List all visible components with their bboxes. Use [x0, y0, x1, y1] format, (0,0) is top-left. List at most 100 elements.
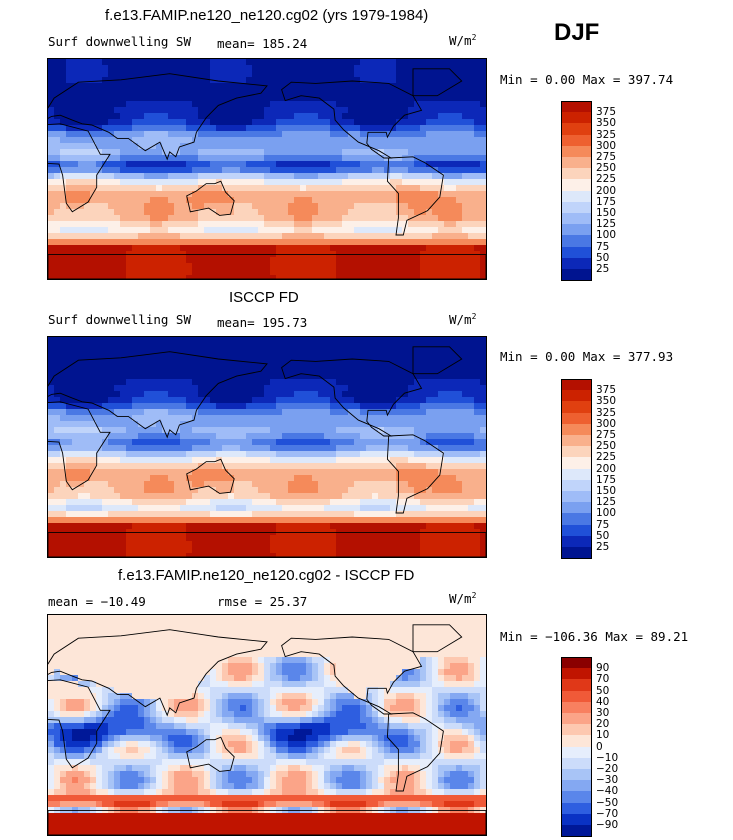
field-cell: [126, 221, 133, 228]
field-cell: [150, 179, 157, 186]
field-cell: [270, 487, 277, 494]
field-cell: [240, 397, 247, 404]
field-cell: [294, 227, 301, 234]
field-cell: [60, 379, 67, 386]
field-cell: [366, 275, 373, 279]
field-cell: [402, 421, 409, 428]
field-cell: [462, 475, 469, 482]
field-cell: [336, 143, 343, 150]
field-cell: [300, 215, 307, 222]
field-cell: [294, 167, 301, 174]
field-cell: [282, 337, 289, 344]
field-cell: [132, 463, 139, 470]
field-cell: [258, 221, 265, 228]
field-cell: [120, 421, 127, 428]
field-cell: [414, 113, 421, 120]
field-cell: [294, 475, 301, 482]
field-cell: [372, 367, 379, 374]
field-cell: [204, 233, 211, 240]
field-cell: [132, 439, 139, 446]
field-cell: [474, 83, 481, 90]
field-cell: [186, 337, 193, 344]
field-cell: [168, 209, 175, 216]
field-cell: [84, 421, 91, 428]
field-cell: [396, 179, 403, 186]
field-cell: [414, 385, 421, 392]
field-cell: [72, 233, 79, 240]
field-cell: [162, 427, 169, 434]
field-cell: [312, 59, 319, 66]
field-cell: [144, 403, 151, 410]
field-cell: [384, 245, 391, 252]
field-cell: [288, 349, 295, 356]
field-cell: [90, 427, 97, 434]
field-cell: [420, 245, 427, 252]
field-cell: [468, 179, 475, 186]
field-cell: [174, 517, 181, 524]
field-cell: [276, 355, 283, 362]
field-cell: [408, 439, 415, 446]
field-cell: [426, 337, 433, 344]
field-cell: [204, 367, 211, 374]
field-cell: [258, 257, 265, 264]
field-cell: [210, 439, 217, 446]
field-cell: [342, 493, 349, 500]
field-cell: [180, 191, 187, 198]
field-cell: [216, 101, 223, 108]
field-cell: [414, 95, 421, 102]
field-cell: [318, 137, 325, 144]
field-cell: [474, 439, 481, 446]
field-cell: [96, 77, 103, 84]
field-cell: [282, 191, 289, 198]
field-cell: [246, 77, 253, 84]
field-cell: [138, 95, 145, 102]
field-cell: [108, 391, 115, 398]
field-cell: [252, 77, 259, 84]
field-cell: [54, 131, 61, 138]
field-cell: [414, 433, 421, 440]
field-cell: [96, 269, 103, 276]
field-cell: [294, 161, 301, 168]
field-cell: [240, 427, 247, 434]
field-cell: [180, 421, 187, 428]
field-cell: [420, 493, 427, 500]
field-cell: [126, 89, 133, 96]
field-cell: [138, 137, 145, 144]
field-cell: [102, 439, 109, 446]
field-cell: [288, 173, 295, 180]
map-panel-obs: [47, 336, 487, 558]
field-cell: [354, 143, 361, 150]
field-cell: [360, 125, 367, 132]
field-cell: [54, 125, 61, 132]
field-cell: [186, 71, 193, 78]
field-cell: [228, 131, 235, 138]
field-cell: [234, 415, 241, 422]
field-cell: [138, 191, 145, 198]
field-cell: [474, 233, 481, 240]
field-cell: [114, 511, 121, 518]
field-cell: [348, 445, 355, 452]
field-cell: [438, 343, 445, 350]
field-cell: [102, 167, 109, 174]
field-cell: [216, 173, 223, 180]
field-cell: [378, 95, 385, 102]
field-cell: [180, 343, 187, 350]
field-cell: [258, 445, 265, 452]
field-cell: [48, 179, 55, 186]
field-cell: [450, 481, 457, 488]
field-cell: [126, 445, 133, 452]
field-cell: [198, 125, 205, 132]
field-cell: [300, 65, 307, 72]
field-cell: [390, 337, 397, 344]
field-cell: [426, 149, 433, 156]
field-cell: [312, 517, 319, 524]
field-cell: [258, 119, 265, 126]
field-cell: [120, 517, 127, 524]
field-cell: [192, 149, 199, 156]
field-cell: [372, 493, 379, 500]
field-cell: [240, 113, 247, 120]
field-cell: [420, 239, 427, 246]
field-cell: [144, 101, 151, 108]
field-cell: [84, 143, 91, 150]
field-cell: [114, 233, 121, 240]
